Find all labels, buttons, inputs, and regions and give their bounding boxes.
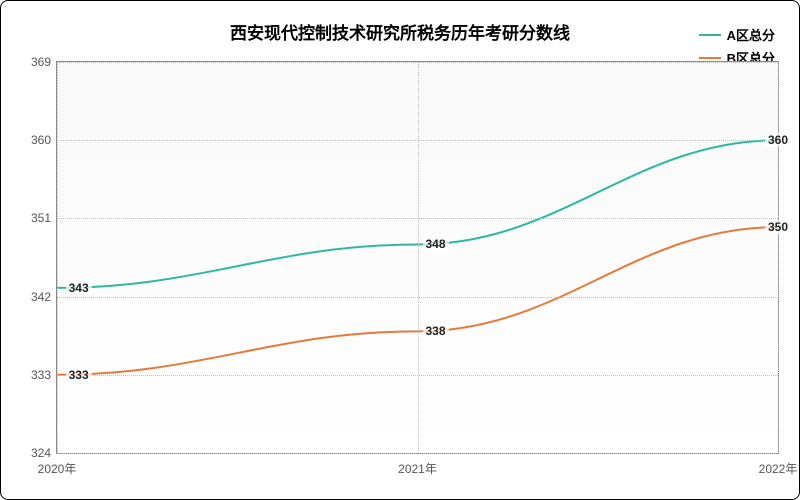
chart-title: 西安现代控制技术研究所税务历年考研分数线 [230,19,570,44]
point-label: 343 [66,281,92,295]
chart-container: 西安现代控制技术研究所税务历年考研分数线 A区总分 B区总分 324333342… [0,0,800,500]
x-tick-label: 2022年 [759,460,798,477]
plot-area: 3243333423513603692020年2021年2022年3433483… [56,61,779,454]
gridline-x [57,62,58,453]
y-tick-label: 324 [19,446,51,460]
legend-swatch-b [699,57,721,59]
legend-item-a: A区总分 [699,25,775,44]
point-label: 350 [765,220,791,234]
legend-label-a: A区总分 [727,25,775,44]
point-label: 348 [423,237,449,251]
y-tick-label: 360 [19,133,51,147]
gridline-x [418,62,419,453]
point-label: 360 [765,133,791,147]
x-tick-label: 2020年 [38,460,77,477]
y-tick-label: 333 [19,368,51,382]
y-tick-label: 342 [19,290,51,304]
point-label: 338 [423,324,449,338]
y-tick-label: 369 [19,55,51,69]
y-tick-label: 351 [19,211,51,225]
gridline-y [57,453,778,454]
x-tick-label: 2021年 [398,460,437,477]
gridline-x [778,62,779,453]
legend-swatch-a [699,34,721,36]
point-label: 333 [66,368,92,382]
